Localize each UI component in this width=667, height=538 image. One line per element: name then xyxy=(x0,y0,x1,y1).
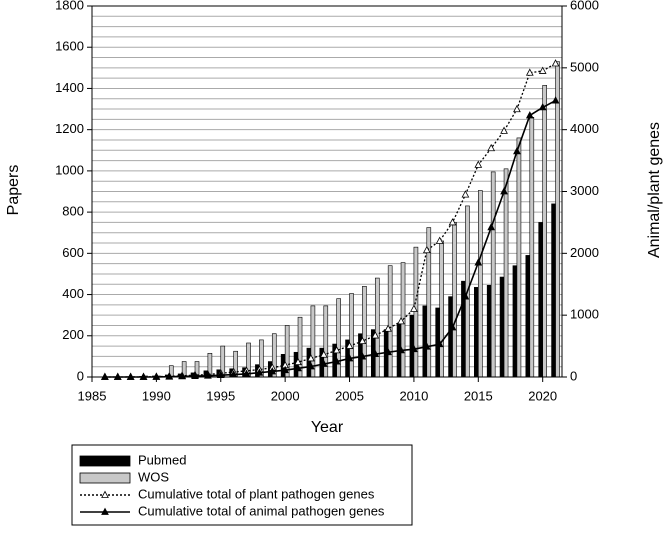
bar xyxy=(388,266,392,377)
y-tick-label: 800 xyxy=(62,204,84,219)
bar xyxy=(337,299,341,377)
bar xyxy=(556,62,560,377)
y2-tick-label: 3000 xyxy=(570,183,599,198)
legend-swatch xyxy=(80,473,130,483)
bar xyxy=(500,277,504,377)
bar xyxy=(350,294,354,377)
x-axis-label: Year xyxy=(311,419,344,436)
x-tick-label: 2015 xyxy=(464,388,493,403)
bar xyxy=(453,222,457,377)
bar xyxy=(423,306,427,377)
x-tick-label: 1985 xyxy=(78,388,107,403)
y2-tick-label: 5000 xyxy=(570,59,599,74)
y2-tick-label: 1000 xyxy=(570,307,599,322)
bar xyxy=(526,255,530,377)
bar xyxy=(474,287,478,377)
y-tick-label: 1200 xyxy=(55,121,84,136)
y2-tick-label: 6000 xyxy=(570,0,599,12)
legend-label: WOS xyxy=(138,469,169,484)
x-tick-label: 1990 xyxy=(142,388,171,403)
x-tick-label: 2020 xyxy=(528,388,557,403)
bar xyxy=(478,190,482,377)
y-tick-label: 1800 xyxy=(55,0,84,12)
bar xyxy=(543,85,547,377)
marker xyxy=(501,127,507,133)
bar xyxy=(539,222,543,377)
bar xyxy=(307,348,311,377)
x-tick-label: 1995 xyxy=(206,388,235,403)
bar xyxy=(362,286,366,377)
y2-tick-label: 2000 xyxy=(570,245,599,260)
bar xyxy=(504,169,508,377)
bar xyxy=(375,278,379,377)
legend-swatch xyxy=(80,456,130,466)
x-tick-label: 2010 xyxy=(399,388,428,403)
bar xyxy=(440,241,444,377)
y-tick-label: 200 xyxy=(62,327,84,342)
bar xyxy=(414,247,418,377)
y2-axis-label: Animal/plant genes xyxy=(646,122,663,258)
bar xyxy=(513,266,517,377)
legend-label: Pubmed xyxy=(138,452,186,467)
y-tick-label: 600 xyxy=(62,245,84,260)
y2-tick-label: 4000 xyxy=(570,121,599,136)
bar xyxy=(552,204,556,377)
bar xyxy=(487,285,491,377)
x-tick-label: 2000 xyxy=(271,388,300,403)
x-tick-label: 2005 xyxy=(335,388,364,403)
bar xyxy=(491,172,495,377)
bar xyxy=(530,117,534,377)
marker xyxy=(436,237,442,243)
legend-label: Cumulative total of plant pathogen genes xyxy=(138,486,375,501)
y-tick-label: 1400 xyxy=(55,80,84,95)
bar xyxy=(517,138,521,377)
y-tick-label: 400 xyxy=(62,286,84,301)
legend-label: Cumulative total of animal pathogen gene… xyxy=(138,503,385,518)
y-tick-label: 1600 xyxy=(55,39,84,54)
y-tick-label: 0 xyxy=(77,368,84,383)
y-tick-label: 1000 xyxy=(55,162,84,177)
y2-tick-label: 0 xyxy=(570,368,577,383)
bar xyxy=(449,297,453,377)
y-axis-label: Papers xyxy=(5,165,22,216)
